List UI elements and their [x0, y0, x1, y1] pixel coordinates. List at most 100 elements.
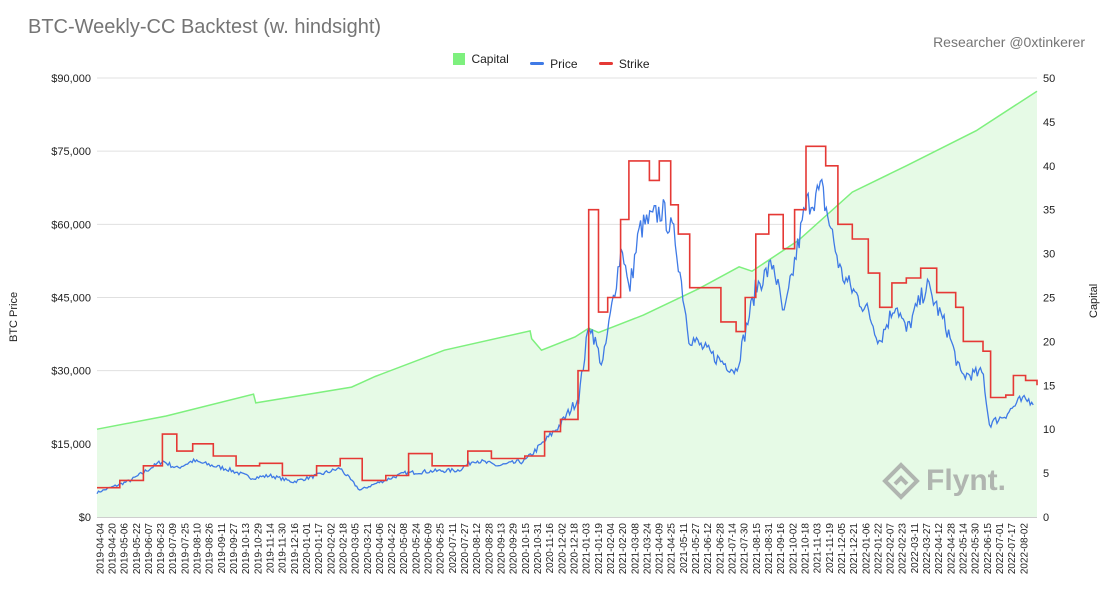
x-tick-label: 2022-01-22 [873, 523, 884, 575]
y-right-tick-label: 50 [1043, 73, 1055, 85]
y-right-tick-label: 5 [1043, 468, 1049, 480]
x-tick-label: 2019-07-25 [180, 523, 191, 575]
x-tick-label: 2021-04-25 [667, 523, 678, 575]
x-tick-label: 2019-10-29 [253, 523, 264, 575]
x-tick-label: 2019-10-13 [241, 523, 252, 575]
x-tick-label: 2021-05-11 [679, 523, 690, 574]
x-tick-label: 2022-02-23 [898, 523, 909, 575]
x-tick-label: 2021-11-03 [813, 523, 824, 574]
flynt-watermark: Flynt. [882, 462, 1006, 500]
x-tick-label: 2020-10-31 [533, 523, 544, 575]
x-tick-label: 2020-08-12 [472, 523, 483, 575]
x-tick-label: 2019-05-22 [132, 523, 143, 575]
x-tick-label: 2022-05-30 [971, 523, 982, 575]
legend-label-price: Price [550, 56, 578, 71]
x-tick-label: 2020-06-09 [424, 523, 435, 575]
watermark-text: Flynt. [926, 464, 1006, 497]
x-tick-label: 2021-08-31 [764, 523, 775, 575]
x-tick-label: 2020-12-18 [570, 523, 581, 575]
x-tick-label: 2022-06-15 [983, 523, 994, 575]
x-tick-label: 2020-06-25 [436, 523, 447, 575]
x-tick-label: 2021-07-14 [728, 523, 739, 575]
x-tick-label: 2022-07-17 [1007, 523, 1018, 575]
capital-area [97, 91, 1037, 517]
x-tick-label: 2021-02-20 [618, 523, 629, 575]
x-tick-label: 2019-06-07 [144, 523, 155, 575]
x-tick-label: 2021-06-12 [703, 523, 714, 575]
x-tick-label: 2019-11-14 [266, 523, 277, 574]
strike-line [97, 145, 1038, 489]
chart-subtitle: Researcher @0xtinkerer [933, 34, 1085, 50]
x-tick-label: 2020-05-24 [411, 523, 422, 575]
x-tick-label: 2019-09-27 [229, 523, 240, 575]
x-tick-label: 2020-05-08 [399, 523, 410, 575]
x-tick-label: 2022-07-01 [995, 523, 1006, 575]
legend-label-strike: Strike [618, 56, 650, 71]
x-tick-label: 2021-06-28 [715, 523, 726, 575]
x-tick-label: 2021-07-30 [740, 523, 751, 575]
x-tick-label: 2021-10-18 [801, 523, 812, 575]
y-left-tick-label: $60,000 [51, 219, 91, 231]
y-right-tick-label: 25 [1043, 293, 1055, 305]
y-right-tick-label: 15 [1043, 380, 1055, 392]
x-tick-label: 2019-07-09 [168, 523, 179, 575]
x-tick-label: 2020-09-13 [497, 523, 508, 575]
x-tick-label: 2019-11-30 [278, 523, 289, 574]
y-right-tick-label: 10 [1043, 424, 1055, 436]
x-tick-label: 2021-12-21 [849, 523, 860, 575]
legend-item-price: Price [530, 56, 578, 71]
x-tick-label: 2022-03-27 [922, 523, 933, 575]
x-tick-label: 2020-04-22 [387, 523, 398, 575]
y-right-tick-label: 40 [1043, 161, 1055, 173]
y-right-tick-label: 0 [1043, 512, 1049, 524]
x-tick-label: 2022-04-28 [946, 523, 957, 575]
x-tick-label: 2021-02-04 [606, 523, 617, 575]
x-tick-label: 2020-02-02 [326, 523, 337, 575]
x-tick-label: 2021-01-19 [594, 523, 605, 575]
y-left-tick-label: $45,000 [51, 293, 91, 305]
legend-label-capital: Capital [471, 52, 509, 66]
flynt-logo-icon [882, 462, 920, 500]
legend-item-strike: Strike [598, 56, 650, 71]
y-right-tick-label: 45 [1043, 117, 1055, 129]
x-tick-label: 2021-09-16 [776, 523, 787, 575]
x-tick-label: 2021-11-19 [825, 523, 836, 574]
x-tick-label: 2021-04-09 [655, 523, 666, 575]
x-tick-label: 2022-08-02 [1019, 523, 1030, 575]
y-right-tick-label: 30 [1043, 249, 1055, 261]
x-tick-label: 2019-08-26 [205, 523, 216, 575]
x-tick-label: 2020-07-27 [460, 523, 471, 575]
x-tick-label: 2020-12-02 [557, 523, 568, 575]
x-tick-label: 2022-01-06 [861, 523, 872, 575]
x-tick-label: 2020-01-01 [302, 523, 313, 575]
x-tick-label: 2019-04-20 [107, 523, 118, 575]
legend-swatch-capital [453, 53, 466, 65]
x-tick-label: 2019-06-23 [156, 523, 167, 575]
x-tick-label: 2019-12-16 [290, 523, 301, 575]
x-tick-label: 2020-11-16 [545, 523, 556, 574]
y-right-tick-label: 35 [1043, 205, 1055, 217]
x-tick-label: 2019-09-11 [217, 523, 228, 574]
x-tick-label: 2022-03-11 [910, 523, 921, 574]
y-left-tick-label: $90,000 [51, 73, 91, 85]
x-tick-label: 2022-02-07 [886, 523, 897, 575]
y-right-tick-label: 20 [1043, 336, 1055, 348]
x-tick-label: 2020-09-29 [509, 523, 520, 575]
y-left-tick-label: $15,000 [51, 439, 91, 451]
legend-swatch-strike [598, 62, 613, 65]
x-tick-label: 2021-05-27 [691, 523, 702, 575]
y-left-tick-label: $0 [79, 512, 91, 524]
x-tick-label: 2020-04-06 [375, 523, 386, 575]
x-tick-label: 2021-03-08 [630, 523, 641, 575]
x-tick-label: 2021-10-02 [788, 523, 799, 575]
x-tick-label: 2020-02-18 [338, 523, 349, 575]
x-tick-label: 2021-12-05 [837, 523, 848, 575]
x-tick-label: 2022-05-14 [959, 523, 970, 575]
x-tick-label: 2021-08-15 [752, 523, 763, 575]
x-tick-label: 2021-01-03 [582, 523, 593, 575]
x-tick-label: 2020-10-15 [521, 523, 532, 575]
chart-legend: Capital Price Strike [0, 52, 1103, 71]
x-tick-label: 2019-05-06 [120, 523, 131, 575]
x-tick-label: 2022-04-12 [934, 523, 945, 575]
